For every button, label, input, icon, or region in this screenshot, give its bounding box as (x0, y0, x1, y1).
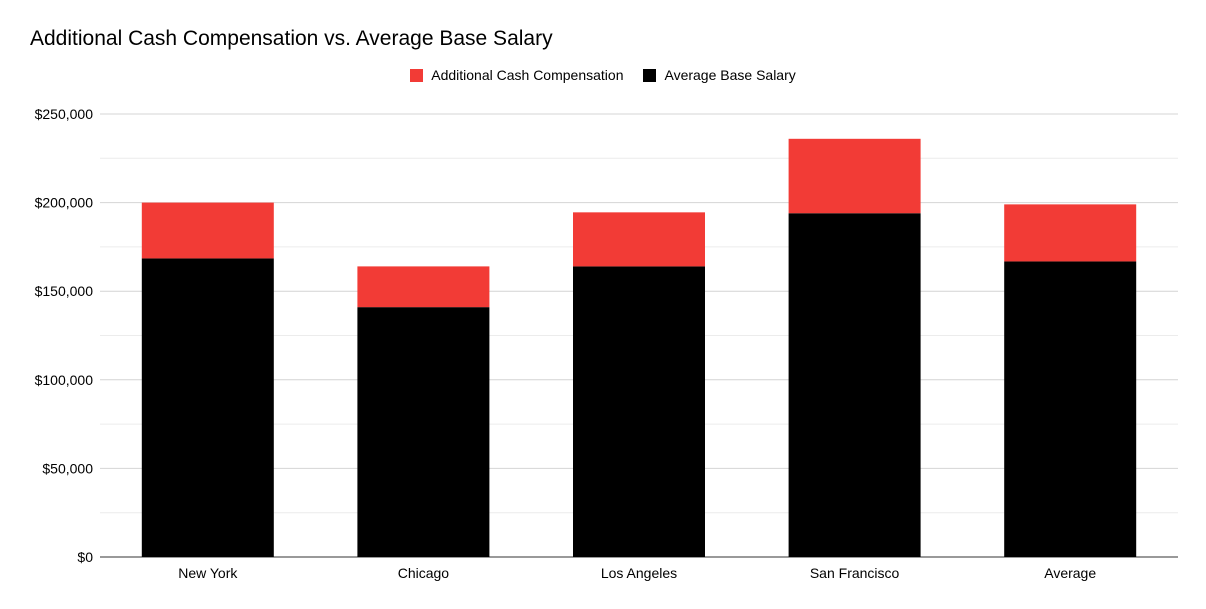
bar-base-salary-new-york[interactable] (141, 258, 274, 557)
x-tick-label: Los Angeles (601, 565, 677, 581)
bar-additional-cash-san-francisco[interactable] (788, 138, 921, 214)
chart-legend: Additional Cash Compensation Average Bas… (0, 67, 1206, 83)
legend-swatch-base-salary (643, 68, 657, 82)
x-tick-label: New York (178, 565, 238, 581)
y-tick-label: $50,000 (42, 460, 93, 476)
bar-additional-cash-los-angeles[interactable] (573, 212, 705, 267)
legend-swatch-additional-cash (410, 68, 424, 82)
legend-item-base-salary[interactable]: Average Base Salary (643, 67, 796, 83)
x-tick-label: Average (1044, 565, 1096, 581)
y-tick-label: $150,000 (35, 283, 94, 299)
bar-additional-cash-new-york[interactable] (141, 202, 274, 259)
x-tick-label: Chicago (398, 565, 450, 581)
bar-base-salary-average[interactable] (1004, 261, 1137, 557)
legend-label-base-salary: Average Base Salary (664, 67, 796, 83)
bar-additional-cash-chicago[interactable] (357, 266, 490, 308)
y-tick-label: $100,000 (35, 372, 94, 388)
y-tick-label: $0 (77, 549, 93, 565)
y-tick-label: $250,000 (35, 106, 94, 122)
bar-base-salary-chicago[interactable] (357, 307, 490, 557)
bar-additional-cash-average[interactable] (1004, 204, 1137, 262)
legend-item-additional-cash[interactable]: Additional Cash Compensation (410, 67, 623, 83)
chart-title: Additional Cash Compensation vs. Average… (30, 27, 553, 50)
x-tick-label: San Francisco (810, 565, 900, 581)
legend-label-additional-cash: Additional Cash Compensation (431, 67, 624, 83)
bar-base-salary-los-angeles[interactable] (573, 266, 705, 557)
bar-base-salary-san-francisco[interactable] (788, 213, 921, 557)
y-tick-label: $200,000 (35, 195, 94, 211)
